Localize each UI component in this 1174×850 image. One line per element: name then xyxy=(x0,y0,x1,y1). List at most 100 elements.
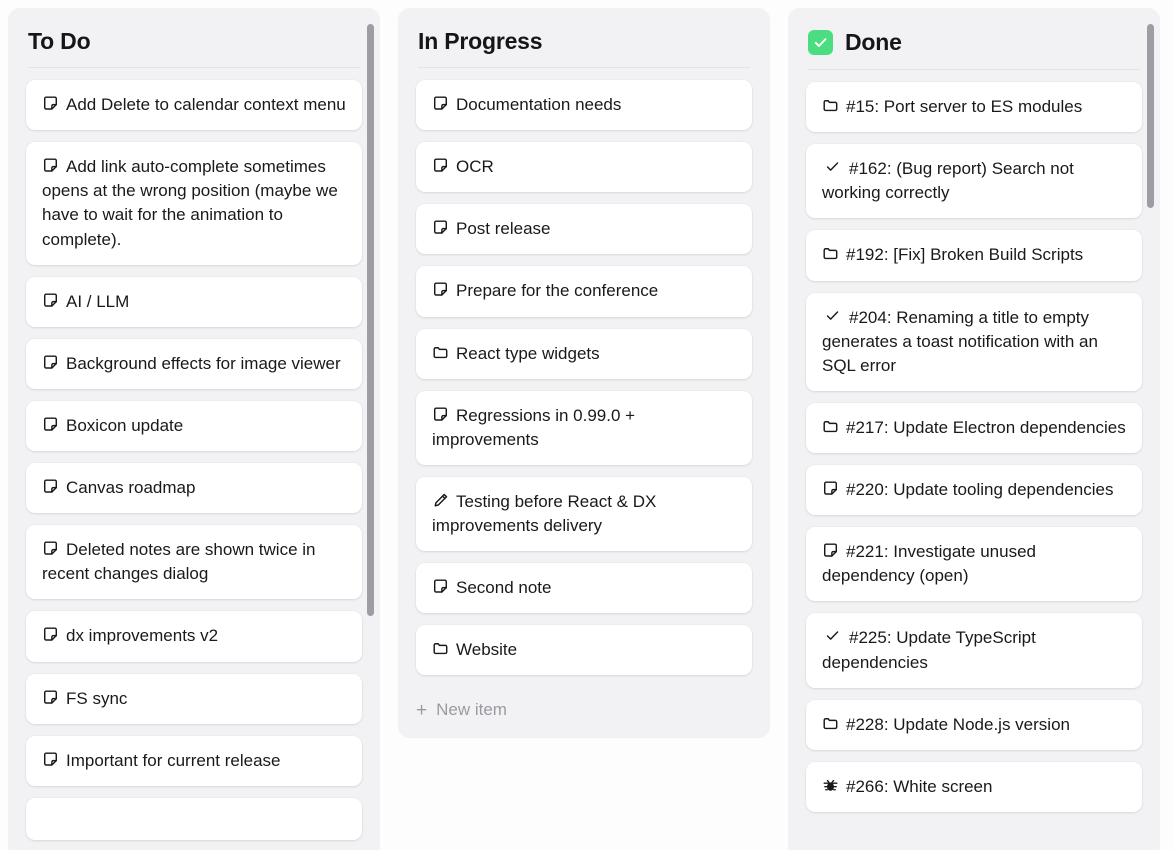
check-icon xyxy=(825,308,840,325)
card-title: Second note xyxy=(456,578,552,598)
card-title: OCR xyxy=(456,157,494,177)
folder-icon xyxy=(822,245,839,262)
card[interactable]: Website xyxy=(416,625,752,676)
card[interactable]: #15: Port server to ES modules xyxy=(806,82,1142,133)
card[interactable]: Canvas roadmap xyxy=(26,463,362,514)
folder-icon xyxy=(432,640,449,657)
card[interactable]: #217: Update Electron dependencies xyxy=(806,402,1142,453)
card[interactable]: Post release xyxy=(416,204,752,255)
card-title: dx improvements v2 xyxy=(66,626,219,646)
card-title: #228: Update Node.js version xyxy=(846,714,1070,734)
folder-icon xyxy=(432,344,449,361)
card-title: #15: Port server to ES modules xyxy=(846,97,1083,116)
card-title: #162: (Bug report) Search not working co… xyxy=(822,159,1074,203)
card[interactable]: #192: [Fix] Broken Build Scripts xyxy=(806,230,1142,281)
card-title: Post release xyxy=(456,219,551,239)
note-icon xyxy=(42,292,59,309)
card-title: Important for current release xyxy=(66,750,281,770)
scrollbar-track-done[interactable] xyxy=(1147,16,1154,850)
folder-icon xyxy=(822,418,839,435)
note-icon xyxy=(42,689,59,706)
card[interactable]: #162: (Bug report) Search not working co… xyxy=(806,144,1142,219)
new-item-label: New item xyxy=(436,700,507,719)
card-title: Website xyxy=(456,640,518,660)
column-header-in-progress: In Progress xyxy=(398,8,770,67)
card-title: #204: Renaming a title to empty generate… xyxy=(822,307,1098,375)
card[interactable]: dx improvements v2 xyxy=(26,611,362,662)
note-icon xyxy=(42,626,59,643)
check-icon xyxy=(825,628,840,645)
card[interactable]: #220: Update tooling dependencies xyxy=(806,465,1142,516)
note-icon xyxy=(42,540,59,557)
scrollbar-thumb-done[interactable] xyxy=(1147,24,1154,208)
column-title: To Do xyxy=(28,28,91,54)
note-icon xyxy=(432,578,449,595)
note-icon xyxy=(42,157,59,174)
card[interactable]: Prepare for the conference xyxy=(416,266,752,317)
note-icon xyxy=(42,751,59,768)
folder-icon xyxy=(822,715,839,732)
card-title: Prepare for the conference xyxy=(456,281,659,301)
card-title: #266: White screen xyxy=(846,776,993,796)
card-title: #221: Investigate unused dependency (ope… xyxy=(822,542,1036,586)
card-title: Boxicon update xyxy=(66,415,184,435)
card-list-done: #15: Port server to ES modules #162: (Bug… xyxy=(788,70,1160,850)
card-title: Canvas roadmap xyxy=(66,478,196,497)
scrollbar-thumb-todo[interactable] xyxy=(367,24,374,617)
card-title: Add Delete to calendar context menu xyxy=(66,95,346,114)
card[interactable]: Important for current release xyxy=(26,735,362,786)
plus-icon: + xyxy=(416,699,428,721)
card-title: #217: Update Electron dependencies xyxy=(846,417,1126,437)
column-divider xyxy=(28,67,360,68)
card-list-todo: Add Delete to calendar context menu Add l… xyxy=(8,68,380,850)
card-title: Testing before React & DX improvements d… xyxy=(432,491,657,535)
note-icon xyxy=(432,95,449,112)
card[interactable]: Second note xyxy=(416,563,752,614)
card[interactable]: #225: Update TypeScript dependencies xyxy=(806,613,1142,688)
done-checkbox-icon[interactable] xyxy=(808,30,833,55)
column-in-progress: In Progress Documentation needs OCR Post re… xyxy=(398,8,770,738)
note-icon xyxy=(42,354,59,371)
card[interactable]: #204: Renaming a title to empty generate… xyxy=(806,292,1142,391)
card-title: Background effects for image viewer xyxy=(66,353,341,373)
card[interactable]: Add link auto-complete sometimes opens a… xyxy=(26,142,362,265)
card[interactable]: #266: White screen xyxy=(806,761,1142,812)
column-divider xyxy=(418,67,750,68)
card-title: Documentation needs xyxy=(456,95,622,114)
pencil-icon xyxy=(432,492,449,509)
new-item-button[interactable]: + New item xyxy=(398,686,770,738)
card[interactable]: #228: Update Node.js version xyxy=(806,699,1142,750)
note-icon xyxy=(42,416,59,433)
card[interactable]: Background effects for image viewer xyxy=(26,338,362,389)
card[interactable]: #221: Investigate unused dependency (ope… xyxy=(806,527,1142,602)
card[interactable]: Deleted notes are shown twice in recent … xyxy=(26,525,362,600)
note-icon xyxy=(432,281,449,298)
note-icon xyxy=(432,157,449,174)
card[interactable]: Boxicon update xyxy=(26,400,362,451)
scrollbar-track-todo[interactable] xyxy=(367,16,374,850)
card-title: Add link auto-complete sometimes opens a… xyxy=(42,157,338,249)
column-header-todo: To Do xyxy=(8,8,380,67)
note-icon xyxy=(822,480,839,497)
card-list-in-progress: Documentation needs OCR Post release Prepar… xyxy=(398,68,770,686)
card[interactable]: AI / LLM xyxy=(26,276,362,327)
card[interactable]: React type widgets xyxy=(416,328,752,379)
note-icon xyxy=(42,478,59,495)
card[interactable] xyxy=(26,797,362,840)
card-title: Regressions in 0.99.0 + improvements xyxy=(432,405,636,449)
note-icon xyxy=(42,95,59,112)
card[interactable]: OCR xyxy=(416,142,752,193)
column-done: Done #15: Port server to ES modules #162: … xyxy=(788,8,1160,850)
card[interactable]: Documentation needs xyxy=(416,80,752,131)
note-icon xyxy=(432,406,449,423)
card-title: #220: Update tooling dependencies xyxy=(846,480,1114,499)
card[interactable]: Add Delete to calendar context menu xyxy=(26,80,362,131)
column-todo: To Do Add Delete to calendar context menu… xyxy=(8,8,380,850)
card[interactable]: Testing before React & DX improvements d… xyxy=(416,476,752,552)
card[interactable]: FS sync xyxy=(26,673,362,724)
card[interactable]: Regressions in 0.99.0 + improvements xyxy=(416,390,752,465)
column-divider xyxy=(808,69,1140,70)
card-title: #192: [Fix] Broken Build Scripts xyxy=(846,245,1084,265)
column-title: In Progress xyxy=(418,28,543,54)
